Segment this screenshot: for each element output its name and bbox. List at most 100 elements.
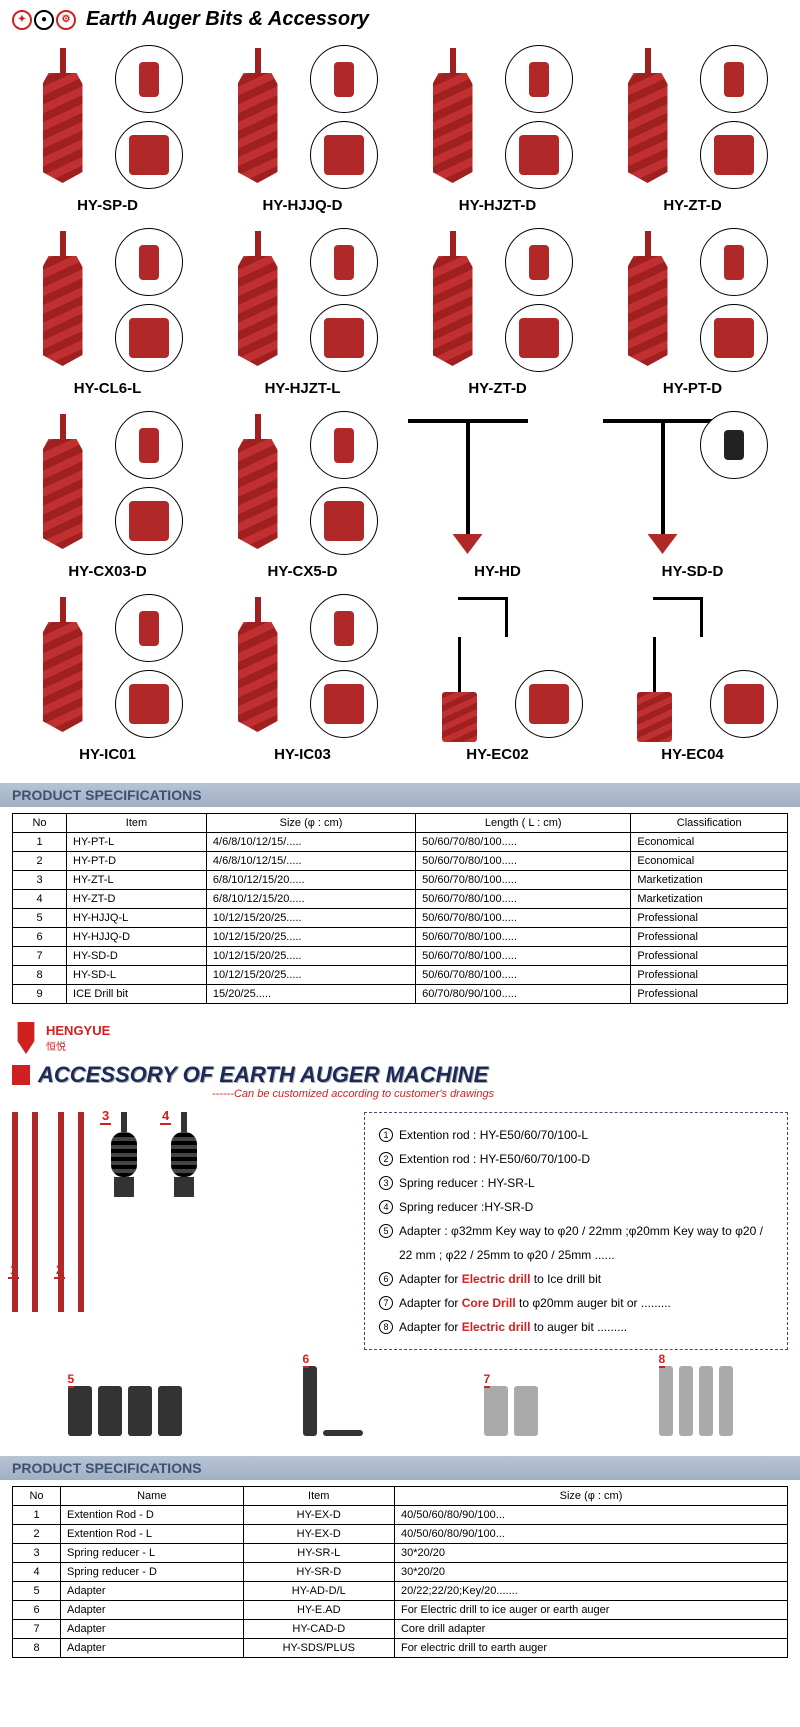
table-cell: 4/6/8/10/12/15/..... — [206, 833, 415, 852]
table-row: 2Extention Rod - LHY-EX-D40/50/60/80/90/… — [13, 1525, 788, 1544]
table-row: 5HY-HJJQ-L10/12/15/20/25.....50/60/70/80… — [13, 909, 788, 928]
item-number: 5 — [379, 1224, 393, 1238]
label-4: 4 — [160, 1108, 171, 1125]
product-name: HY-CX5-D — [267, 563, 337, 580]
table-cell: 50/60/70/80/100..... — [416, 833, 631, 852]
table-cell: 6/8/10/12/15/20..... — [206, 890, 415, 909]
accessory-list-item: 1 Extention rod : HY-E50/60/70/100-L — [379, 1123, 773, 1147]
table-row: 1HY-PT-L4/6/8/10/12/15/.....50/60/70/80/… — [13, 833, 788, 852]
table-cell: 50/60/70/80/100..... — [416, 966, 631, 985]
table-cell: 10/12/15/20/25..... — [206, 947, 415, 966]
item-text: Extention rod : HY-E50/60/70/100-D — [399, 1147, 590, 1171]
table-cell: Adapter — [61, 1639, 244, 1658]
table-header: Item — [67, 814, 207, 833]
table-cell: For Electric drill to ice auger or earth… — [394, 1601, 787, 1620]
rod-1a — [12, 1112, 18, 1312]
table-cell: HY-SR-L — [243, 1544, 394, 1563]
table-cell: Spring reducer - L — [61, 1544, 244, 1563]
detail-top-icon — [310, 594, 378, 662]
accessory-section: HENGYUE 恒悦 ACCESSORY OF EARTH AUGER MACH… — [0, 1010, 800, 1448]
table-header: Size (φ : cm) — [206, 814, 415, 833]
product-cell: HY-EC02 — [402, 592, 593, 771]
product-image — [18, 226, 198, 376]
product-image — [408, 43, 588, 193]
table-header: Name — [61, 1487, 244, 1506]
table-cell: Adapter — [61, 1620, 244, 1639]
table-cell: Professional — [631, 985, 788, 1004]
product-name: HY-SD-D — [662, 563, 724, 580]
table-cell: HY-AD-D/L — [243, 1582, 394, 1601]
table-cell: 4 — [13, 890, 67, 909]
table-row: 6HY-HJJQ-D10/12/15/20/25.....50/60/70/80… — [13, 928, 788, 947]
product-cell: HY-ZT-D — [402, 226, 593, 405]
table-row: 1Extention Rod - DHY-EX-D40/50/60/80/90/… — [13, 1506, 788, 1525]
item-text: Spring reducer : HY-SR-L — [399, 1171, 535, 1195]
detail-bot-icon — [710, 670, 778, 738]
table-row: 4Spring reducer - DHY-SR-D30*20/20 — [13, 1563, 788, 1582]
detail-bot-icon — [115, 304, 183, 372]
detail-bot-icon — [310, 121, 378, 189]
item-number: 1 — [379, 1128, 393, 1142]
product-cell: HY-CX03-D — [12, 409, 203, 588]
product-grid: HY-SP-D HY-HJJQ-D HY-HJZT-D HY-ZT-D HY-C… — [0, 39, 800, 775]
product-cell: HY-PT-D — [597, 226, 788, 405]
accessory-list-item: 4Spring reducer :HY-SR-D — [379, 1195, 773, 1219]
table-cell: 6 — [13, 1601, 61, 1620]
product-image — [408, 409, 588, 559]
table-cell: 50/60/70/80/100..... — [416, 852, 631, 871]
table-cell: HY-SDS/PLUS — [243, 1639, 394, 1658]
table-cell: HY-CAD-D — [243, 1620, 394, 1639]
detail-bot-icon — [505, 121, 573, 189]
table-cell: 40/50/60/80/90/100... — [394, 1506, 787, 1525]
table-cell: Adapter — [61, 1601, 244, 1620]
detail-top-icon — [700, 45, 768, 113]
table-cell: Economical — [631, 833, 788, 852]
item-text: Extention rod : HY-E50/60/70/100-L — [399, 1123, 588, 1147]
product-cell: HY-CL6-L — [12, 226, 203, 405]
adapter-8: 8 — [659, 1366, 733, 1436]
accessory-list: 1 Extention rod : HY-E50/60/70/100-L 2 Exte… — [364, 1112, 788, 1350]
adapter-7: 7 — [484, 1386, 538, 1436]
table-cell: 7 — [13, 947, 67, 966]
table-header: Classification — [631, 814, 788, 833]
table-header: Size (φ : cm) — [394, 1487, 787, 1506]
detail-top-icon — [115, 594, 183, 662]
item-text: Adapter for Core Drill to φ20mm auger bi… — [399, 1291, 671, 1315]
table-row: 7HY-SD-D10/12/15/20/25.....50/60/70/80/1… — [13, 947, 788, 966]
accessory-list-item: 8Adapter for Electric drill to auger bit… — [379, 1315, 773, 1339]
product-cell: HY-ZT-D — [597, 43, 788, 222]
rod-1b — [32, 1112, 38, 1312]
product-cell: HY-SP-D — [12, 43, 203, 222]
detail-top-icon — [505, 228, 573, 296]
table-cell: 2 — [13, 852, 67, 871]
table-cell: 6 — [13, 928, 67, 947]
table-cell: HY-SD-L — [67, 966, 207, 985]
product-cell: HY-HD — [402, 409, 593, 588]
table-cell: HY-EX-D — [243, 1525, 394, 1544]
accessory-list-item: 7 Adapter for Core Drill to φ20mm auger b… — [379, 1291, 773, 1315]
detail-bot-icon — [310, 304, 378, 372]
product-image — [603, 409, 783, 559]
product-image — [18, 409, 198, 559]
spec1-table: NoItemSize (φ : cm)Length ( L : cm)Class… — [12, 813, 788, 1004]
table-cell: HY-ZT-L — [67, 871, 207, 890]
table-cell: HY-EX-D — [243, 1506, 394, 1525]
detail-bot-icon — [115, 487, 183, 555]
product-image — [603, 226, 783, 376]
item-text: Spring reducer :HY-SR-D — [399, 1195, 533, 1219]
product-name: HY-HD — [474, 563, 521, 580]
product-image — [18, 43, 198, 193]
detail-top-icon — [115, 45, 183, 113]
adapter-5: 5 — [68, 1386, 182, 1436]
detail-bot-icon — [700, 121, 768, 189]
item-number: 2 — [379, 1152, 393, 1166]
table-row: 8HY-SD-L10/12/15/20/25.....50/60/70/80/1… — [13, 966, 788, 985]
product-image — [213, 226, 393, 376]
product-name: HY-SP-D — [77, 197, 138, 214]
adapter-6: 6 — [303, 1366, 363, 1436]
table-cell: 3 — [13, 1544, 61, 1563]
table-header: No — [13, 814, 67, 833]
item-number: 7 — [379, 1296, 393, 1310]
table-cell: HY-E.AD — [243, 1601, 394, 1620]
table-cell: ICE Drill bit — [67, 985, 207, 1004]
